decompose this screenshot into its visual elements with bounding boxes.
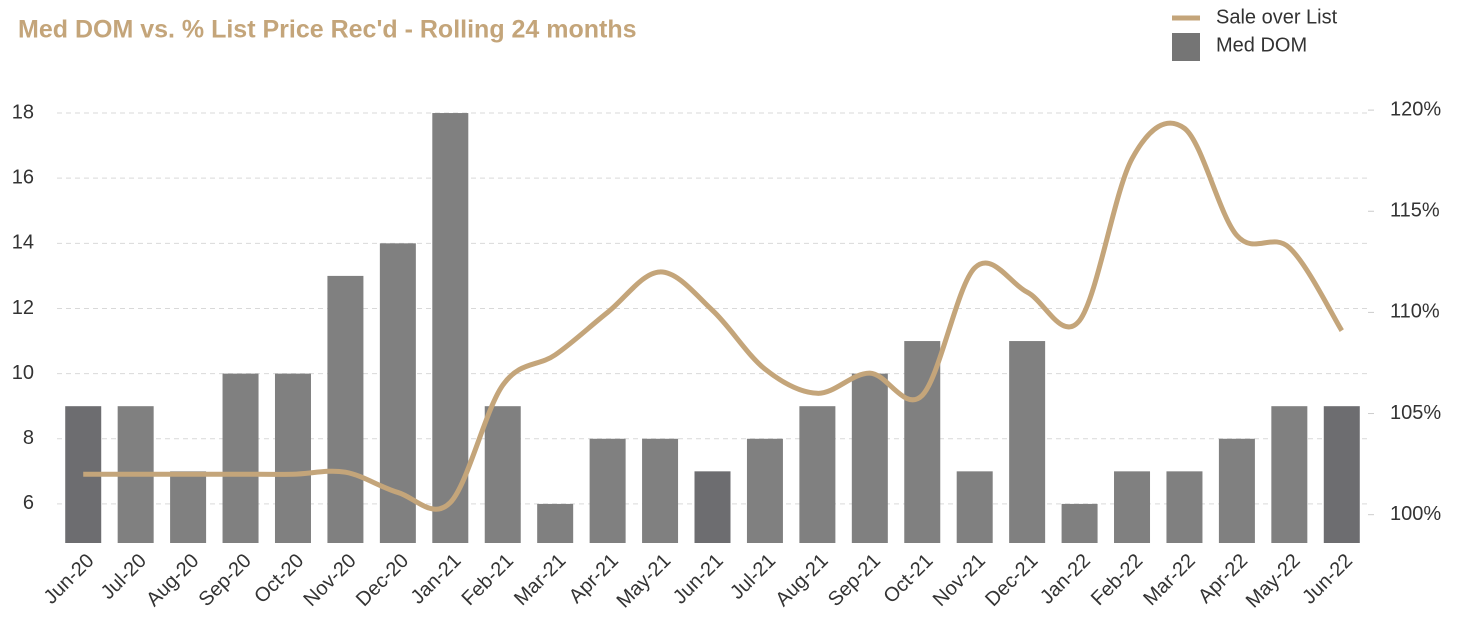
y-tick-label: 10 — [12, 362, 34, 384]
bar — [1166, 471, 1203, 543]
x-tick-label: Oct-20 — [250, 550, 308, 608]
bar — [274, 373, 311, 543]
x-tick-label: Dec-20 — [352, 550, 413, 611]
bar — [1218, 438, 1255, 543]
x-tick-label: Nov-21 — [929, 550, 990, 611]
x-tick-label: Mar-22 — [1139, 550, 1199, 610]
x-tick-label: Mar-21 — [510, 550, 570, 610]
bar — [1323, 406, 1360, 543]
bar — [170, 471, 207, 543]
x-tick-label: Jun-21 — [669, 550, 728, 609]
bar — [694, 471, 731, 543]
bar — [1061, 503, 1098, 543]
y-tick-label: 12 — [12, 297, 34, 319]
y-tick-label: 8 — [23, 427, 34, 449]
legend-label: Sale over List — [1216, 6, 1338, 28]
x-tick-label: May-22 — [1242, 550, 1305, 613]
bar — [484, 406, 521, 543]
bar — [1271, 406, 1308, 543]
bar — [222, 373, 259, 543]
bar — [851, 373, 888, 543]
bar — [327, 275, 364, 543]
x-tick-label: Sep-20 — [195, 550, 256, 611]
y2-tick-label: 115% — [1390, 200, 1440, 222]
legend-swatch — [1172, 33, 1200, 61]
x-tick-label: May-21 — [613, 550, 676, 613]
x-tick-label: Aug-21 — [771, 550, 832, 611]
bar — [589, 438, 626, 543]
bar — [746, 438, 783, 543]
y2-tick-label: 100% — [1390, 503, 1441, 525]
y-tick-label: 6 — [23, 492, 34, 514]
y-tick-label: 14 — [12, 232, 34, 254]
x-tick-label: Oct-21 — [880, 550, 938, 608]
y2-tick-label: 110% — [1390, 301, 1440, 323]
chart-title: Med DOM vs. % List Price Rec'd - Rolling… — [18, 16, 637, 44]
bar — [1009, 341, 1046, 543]
x-tick-label: Dec-21 — [981, 550, 1042, 611]
x-tick-label: Jan-21 — [407, 550, 466, 609]
x-tick-label: Jan-22 — [1036, 550, 1095, 609]
x-tick-label: Aug-20 — [142, 550, 203, 611]
y2-tick-label: 105% — [1390, 402, 1441, 424]
y2-tick-label: 120% — [1390, 98, 1441, 120]
bar — [432, 113, 469, 543]
bar — [956, 471, 993, 543]
x-tick-label: Jun-22 — [1298, 550, 1357, 609]
bar — [799, 406, 836, 543]
bar — [642, 438, 679, 543]
line — [83, 120, 1344, 512]
y-tick-label: 16 — [12, 166, 34, 188]
x-tick-label: Nov-20 — [300, 550, 361, 611]
bar — [537, 503, 574, 543]
x-tick-label: Jun-20 — [40, 550, 99, 609]
bar — [1114, 471, 1151, 543]
x-tick-label: Sep-21 — [824, 550, 885, 611]
y-tick-label: 18 — [12, 101, 34, 123]
x-tick-label: Feb-22 — [1087, 550, 1147, 610]
x-tick-label: Feb-21 — [458, 550, 518, 610]
legend-label: Med DOM — [1216, 34, 1307, 56]
